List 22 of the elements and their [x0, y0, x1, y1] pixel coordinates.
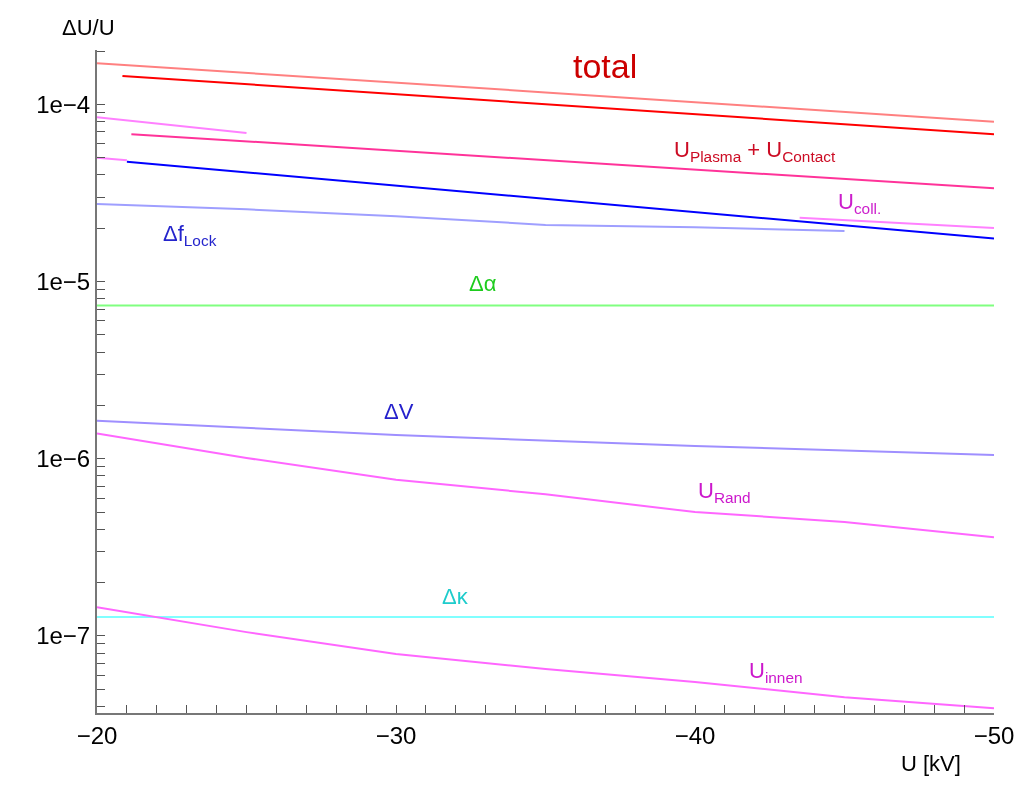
series-label: ΔV [384, 399, 414, 424]
series-label: total [573, 47, 638, 85]
x-tick-label: −50 [973, 721, 1015, 749]
x-tick-label: −30 [375, 721, 417, 749]
line-series [97, 432, 994, 539]
series-label: Δκ [442, 584, 469, 609]
x-tick-label: −40 [674, 721, 716, 749]
y-tick-label: 1e−4 [36, 90, 91, 118]
y-tick-label: 1e−6 [36, 445, 91, 473]
series-label: Δα [469, 271, 497, 296]
y-tick-label: 1e−5 [36, 268, 91, 296]
y-axis-title: ΔU/U [62, 15, 115, 40]
y-tick-label: 1e−7 [36, 622, 91, 650]
x-axis-title: U [kV] [901, 751, 961, 776]
series-label: U$_{Plasma}$ + U$_{Contact}$ [674, 137, 836, 165]
series-label: U$_{coll.}$ [838, 189, 882, 217]
line-series [97, 419, 994, 456]
line-series [97, 606, 994, 710]
x-tick-label: −20 [76, 721, 118, 749]
series-label: U$_{Rand}$ [698, 478, 751, 506]
series-label: U$_{innen}$ [749, 658, 803, 686]
series-label: Δf$_{Lock}$ [163, 221, 217, 249]
